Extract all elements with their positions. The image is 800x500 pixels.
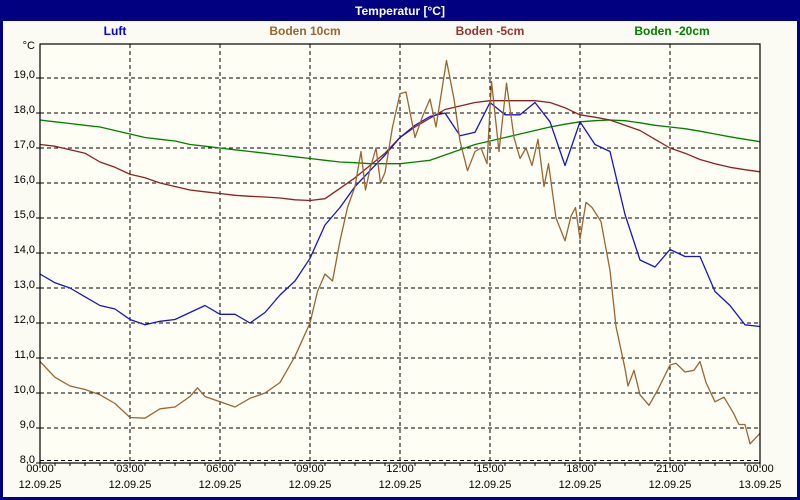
plot-border — [39, 43, 761, 464]
x-axis-time-label: 21:00 — [656, 463, 684, 475]
legend-item-boden-20cm: Boden -20cm — [634, 24, 710, 38]
x-axis-date-label: 12.09.25 — [18, 479, 62, 491]
y-axis-label: 16,0 — [13, 174, 35, 186]
title-bar: Temperatur [°C] — [3, 3, 797, 21]
x-axis-time-label: 09:00 — [296, 463, 324, 475]
window-title: Temperatur [°C] — [355, 3, 445, 18]
x-axis-date-label: 12.09.25 — [468, 479, 512, 491]
series-boden-10cm — [39, 59, 761, 445]
y-axis-unit-label: °C — [22, 40, 35, 52]
y-axis-label: 17,0 — [13, 139, 35, 151]
x-axis-date-label: 12.09.25 — [288, 479, 332, 491]
y-axis-label: 10,0 — [13, 384, 35, 396]
series-luft — [39, 101, 761, 328]
x-axis-time-label: 03:00 — [116, 463, 144, 475]
x-axis-time-label: 18:00 — [566, 463, 594, 475]
x-axis-date-label: 12.09.25 — [108, 479, 152, 491]
y-axis-label: 18,0 — [13, 104, 35, 116]
y-axis-label: 11,0 — [14, 349, 35, 361]
x-axis-date-label: 12.09.25 — [558, 479, 602, 491]
legend: Luft Boden 10cm Boden -5cm Boden -20cm — [3, 21, 797, 41]
x-axis-time-label: 00:00 — [26, 463, 54, 475]
legend-item-boden-5cm: Boden -5cm — [455, 24, 525, 38]
x-axis-date-label: 13.09.25 — [738, 479, 782, 491]
x-axis-time-label: 00:00 — [746, 463, 774, 475]
series-boden-20cm — [39, 119, 761, 165]
y-axis-label: 12,0 — [13, 314, 35, 326]
x-axis-time-label: 15:00 — [476, 463, 504, 475]
y-axis-label: 8,0 — [19, 454, 35, 466]
temperature-chart — [36, 43, 761, 468]
x-axis-date-label: 12.09.25 — [648, 479, 692, 491]
y-axis-label: 14,0 — [13, 244, 35, 256]
x-axis-date-label: 12.09.25 — [198, 479, 242, 491]
y-axis-label: 15,0 — [13, 209, 35, 221]
x-axis-time-label: 12:00 — [386, 463, 414, 475]
y-axis-label: 19,0 — [13, 69, 35, 81]
legend-item-boden-10cm: Boden 10cm — [269, 24, 341, 38]
legend-item-luft: Luft — [103, 24, 127, 38]
y-axis-label: 13,0 — [13, 279, 35, 291]
x-axis-date-label: 12.09.25 — [378, 479, 422, 491]
y-axis-label: 9,0 — [19, 419, 35, 431]
x-axis-time-label: 06:00 — [206, 463, 234, 475]
